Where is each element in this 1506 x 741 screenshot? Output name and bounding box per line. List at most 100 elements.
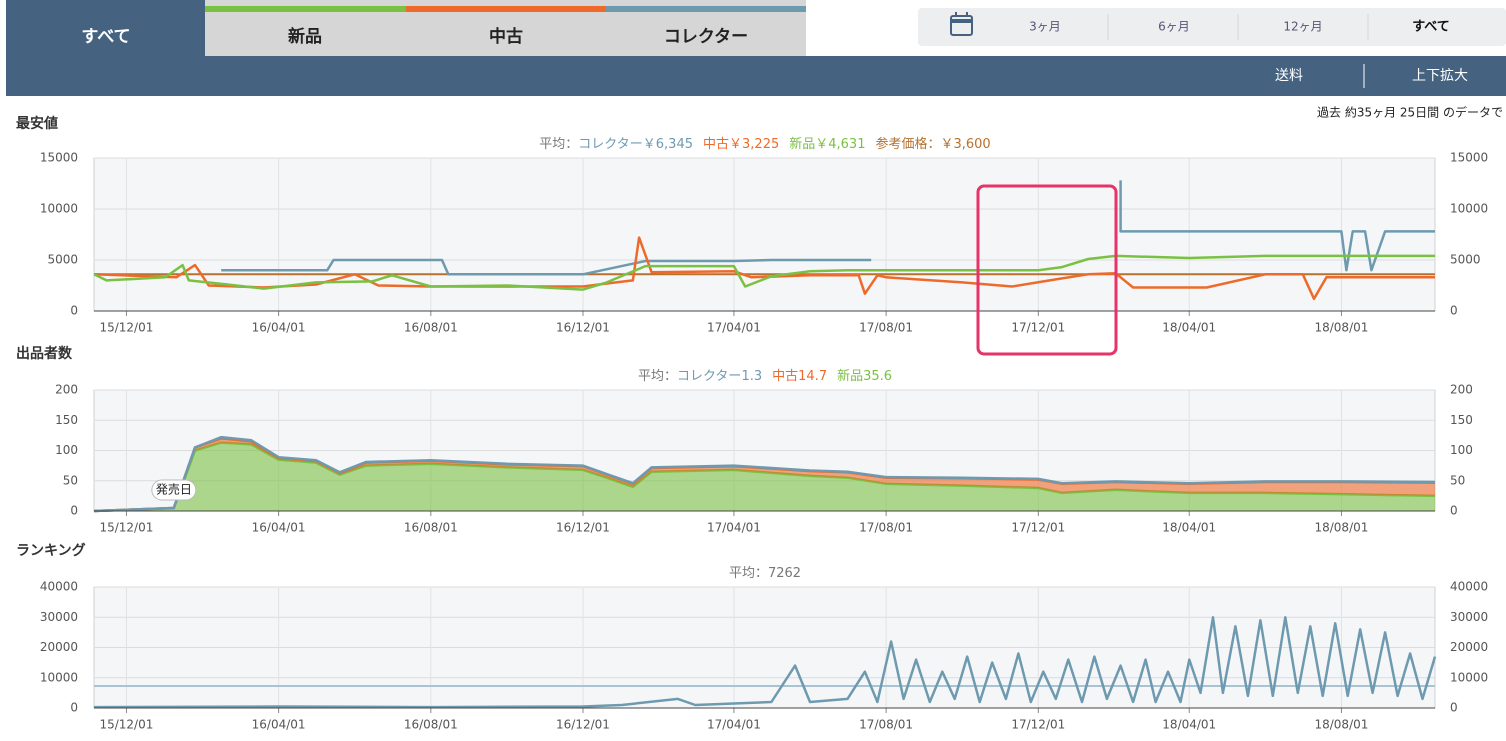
legend: 平均：コレクター1.3 中古14.7 新品35.6 [638, 368, 892, 384]
series-line [221, 180, 1435, 276]
y2-tick-label: 0 [1450, 701, 1458, 715]
y2-tick-label: 10000 [1450, 670, 1488, 684]
x-tick-label: 16/12/01 [556, 521, 610, 535]
x-tick-label: 16/08/01 [404, 521, 458, 535]
x-tick-label: 16/04/01 [252, 521, 306, 535]
y2-tick-label: 20000 [1450, 640, 1488, 654]
legend-average: ￥3,225 [729, 137, 779, 152]
y-tick-label: 100 [55, 443, 78, 457]
legend-label: 平均： [638, 369, 677, 384]
x-tick-label: 17/12/01 [1011, 521, 1065, 535]
data-note: 過去 約35ヶ月 25日間 のデータで [1317, 105, 1503, 120]
y2-tick-label: 50 [1450, 473, 1465, 487]
x-tick-label: 18/04/01 [1162, 321, 1216, 335]
y2-tick-label: 40000 [1450, 580, 1488, 594]
plot-bg [93, 157, 1436, 312]
y-tick-label: 30000 [40, 610, 78, 624]
reference-label: 参考価格： [875, 136, 940, 152]
legend-average: 14.7 [798, 369, 827, 384]
y-tick-label: 15000 [40, 151, 78, 165]
series-line [93, 616, 1437, 709]
x-tick-label: 17/04/01 [707, 521, 761, 535]
y2-tick-label: 15000 [1450, 151, 1488, 165]
y-tick-label: 200 [55, 383, 78, 397]
x-tick-label: 17/08/01 [859, 718, 913, 732]
toolbar-button[interactable]: 上下拡大 [1412, 68, 1468, 84]
x-tick-label: 18/08/01 [1314, 718, 1368, 732]
reference-value: ￥3,600 [940, 137, 990, 152]
x-tick-label: 15/12/01 [99, 321, 153, 335]
x-tick-label: 17/12/01 [1011, 718, 1065, 732]
range-button[interactable]: 3ヶ月 [1029, 20, 1061, 34]
tab-accent [205, 6, 406, 12]
section-title: 出品者数 [16, 345, 73, 362]
tab[interactable]: コレクター [664, 27, 748, 47]
x-tick-label: 17/12/01 [1011, 321, 1065, 335]
x-tick-label: 16/08/01 [404, 321, 458, 335]
y-tick-label: 20000 [40, 640, 78, 654]
highlight-box [976, 184, 1118, 356]
x-tick-label: 17/04/01 [707, 321, 761, 335]
x-tick-label: 17/08/01 [859, 321, 913, 335]
series-line [93, 435, 1436, 513]
x-tick-label: 15/12/01 [99, 718, 153, 732]
toolbar-button[interactable]: 送料 [1275, 68, 1303, 84]
y2-tick-label: 0 [1450, 304, 1458, 318]
x-tick-label: 15/12/01 [99, 521, 153, 535]
annotation: 発売日 [156, 482, 192, 497]
section-title: ランキング [16, 542, 86, 559]
calendar-icon [950, 12, 973, 36]
x-tick-label: 17/04/01 [707, 718, 761, 732]
y-tick-label: 50 [63, 473, 78, 487]
x-tick-label: 16/04/01 [252, 718, 306, 732]
x-tick-label: 18/04/01 [1162, 521, 1216, 535]
legend-entry: 中古 [703, 137, 729, 152]
legend-entry: コレクター [677, 369, 741, 384]
x-tick-label: 18/08/01 [1314, 521, 1368, 535]
y-tick-label: 150 [55, 413, 78, 427]
annotation-bg [151, 479, 197, 501]
legend: 平均：7262 [729, 566, 801, 581]
legend: 平均：コレクター￥6,345 中古￥3,225 新品￥4,631 参考価格：￥3,60… [539, 136, 990, 152]
y-tick-label: 0 [70, 701, 78, 715]
legend-entry: コレクター [578, 137, 642, 152]
tab[interactable]: 中古 [489, 26, 523, 47]
y2-tick-label: 150 [1450, 413, 1473, 427]
legend-average: 35.6 [863, 369, 892, 384]
tab[interactable]: 新品 [288, 26, 322, 47]
toolbar [6, 56, 1506, 96]
y2-tick-label: 100 [1450, 443, 1473, 457]
tab[interactable]: すべて [81, 27, 130, 47]
range-panel [918, 8, 1506, 46]
legend-label: 平均： [539, 137, 578, 152]
average-value: 7262 [768, 566, 801, 581]
series-area [94, 442, 1435, 511]
legend-average: ￥6,345 [643, 137, 693, 152]
x-tick-label: 16/04/01 [252, 321, 306, 335]
x-tick-label: 17/08/01 [859, 521, 913, 535]
range-button[interactable]: 6ヶ月 [1158, 20, 1190, 34]
x-tick-label: 16/12/01 [556, 718, 610, 732]
y-tick-label: 10000 [40, 202, 78, 216]
x-tick-label: 18/04/01 [1162, 718, 1216, 732]
y-tick-label: 5000 [47, 253, 78, 267]
y-tick-label: 0 [70, 504, 78, 518]
legend-label: 平均： [729, 566, 768, 581]
x-tick-label: 16/12/01 [556, 321, 610, 335]
range-button[interactable]: 12ヶ月 [1283, 20, 1322, 34]
section-title: 最安値 [16, 115, 58, 132]
y2-tick-label: 10000 [1450, 202, 1488, 216]
x-tick-label: 18/08/01 [1314, 321, 1368, 335]
series-line [93, 254, 1435, 291]
y-tick-label: 10000 [40, 670, 78, 684]
tab-accent [406, 6, 606, 12]
y2-tick-label: 0 [1450, 504, 1458, 518]
x-tick-label: 16/08/01 [404, 718, 458, 732]
y2-tick-label: 5000 [1450, 253, 1481, 267]
legend-average: ￥4,631 [815, 137, 865, 152]
range-button[interactable]: すべて [1412, 20, 1450, 35]
y-tick-label: 0 [70, 304, 78, 318]
legend-entry: 中古 [772, 369, 798, 384]
legend-average: 1.3 [741, 369, 762, 384]
